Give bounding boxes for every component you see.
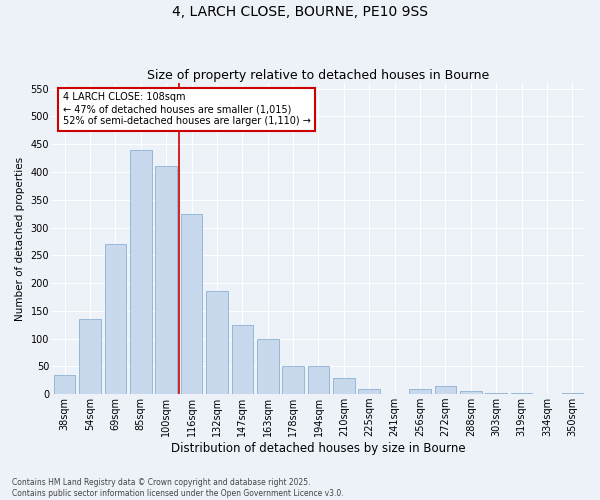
Bar xyxy=(460,392,482,394)
Text: 4 LARCH CLOSE: 108sqm
← 47% of detached houses are smaller (1,015)
52% of semi-d: 4 LARCH CLOSE: 108sqm ← 47% of detached … xyxy=(62,92,310,126)
Bar xyxy=(206,292,228,394)
Bar xyxy=(358,388,380,394)
Bar xyxy=(181,214,202,394)
Bar xyxy=(232,324,253,394)
Bar xyxy=(333,378,355,394)
Bar xyxy=(434,386,456,394)
Bar xyxy=(308,366,329,394)
Bar xyxy=(283,366,304,394)
Bar xyxy=(130,150,152,394)
Text: Contains HM Land Registry data © Crown copyright and database right 2025.
Contai: Contains HM Land Registry data © Crown c… xyxy=(12,478,344,498)
Y-axis label: Number of detached properties: Number of detached properties xyxy=(15,156,25,320)
Bar xyxy=(485,392,507,394)
Text: 4, LARCH CLOSE, BOURNE, PE10 9SS: 4, LARCH CLOSE, BOURNE, PE10 9SS xyxy=(172,5,428,19)
Title: Size of property relative to detached houses in Bourne: Size of property relative to detached ho… xyxy=(148,69,490,82)
Bar xyxy=(54,374,76,394)
Bar xyxy=(155,166,177,394)
Bar xyxy=(79,319,101,394)
Bar xyxy=(257,338,278,394)
Bar xyxy=(562,392,583,394)
X-axis label: Distribution of detached houses by size in Bourne: Distribution of detached houses by size … xyxy=(171,442,466,455)
Bar xyxy=(511,393,532,394)
Bar xyxy=(409,388,431,394)
Bar xyxy=(104,244,126,394)
